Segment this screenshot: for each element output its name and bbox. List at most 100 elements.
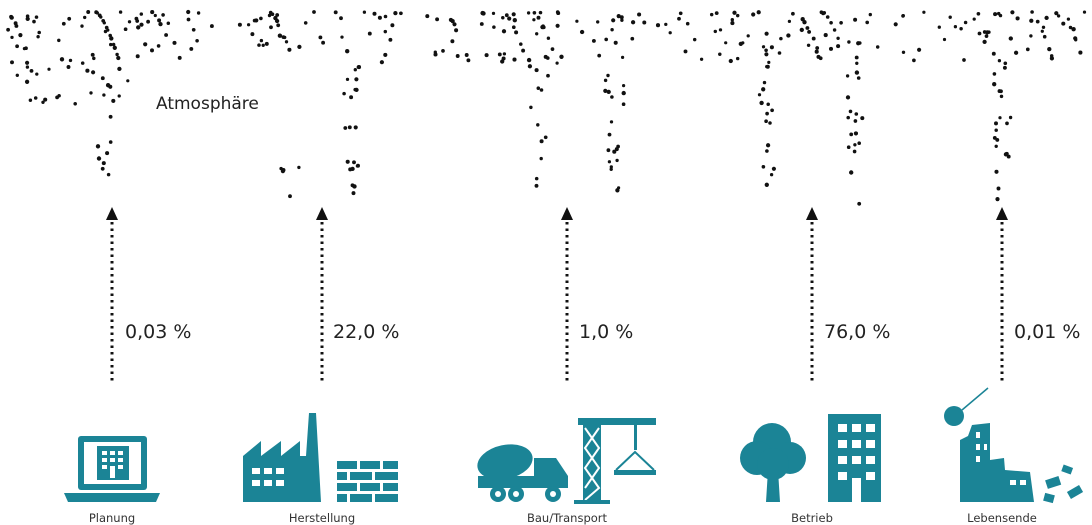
particle-dot <box>100 76 105 81</box>
particle-dot <box>1013 50 1019 55</box>
particle-dot <box>603 78 608 83</box>
particle-dot <box>22 46 27 51</box>
particle-dot <box>765 64 770 69</box>
particle-dot <box>321 40 326 45</box>
particle-dot <box>996 186 1001 191</box>
particle-dot <box>526 57 532 63</box>
particle-dot <box>959 27 963 31</box>
particle-dot <box>318 35 323 40</box>
particle-dot <box>762 80 767 85</box>
particle-dot <box>821 11 825 16</box>
particle-dot <box>164 33 169 37</box>
particle-dot <box>853 143 857 147</box>
particle-dot <box>466 58 471 63</box>
particle-dot <box>730 21 735 26</box>
particle-dot <box>1003 61 1008 66</box>
particle-dot <box>746 34 750 38</box>
particle-dot <box>123 27 128 32</box>
particle-dot <box>502 52 507 56</box>
particle-dot <box>620 18 624 22</box>
particle-dot <box>186 17 191 22</box>
particle-dot <box>109 36 114 41</box>
particle-dot <box>853 119 858 123</box>
particle-dot <box>108 114 113 119</box>
particle-dot <box>269 25 273 30</box>
arrow-bau-transport <box>561 207 573 384</box>
particle-dot <box>143 42 148 47</box>
particle-dot <box>191 27 196 32</box>
particle-dot <box>479 22 484 26</box>
particle-dot <box>994 121 998 126</box>
particle-dot <box>351 191 356 196</box>
particle-dot <box>555 23 560 28</box>
particle-dot <box>277 33 283 38</box>
particle-dot <box>390 23 395 28</box>
particle-dot <box>150 48 154 53</box>
particle-dot <box>761 164 766 169</box>
particle-dot <box>47 67 51 71</box>
particle-dot <box>352 184 357 189</box>
particle-dot <box>994 128 998 132</box>
particle-dot <box>828 46 834 51</box>
particle-dot <box>526 11 531 15</box>
particle-dot <box>452 22 457 27</box>
particle-dot <box>112 45 117 50</box>
particle-dot <box>355 164 360 168</box>
particle-dot <box>1056 14 1061 18</box>
particle-dot <box>425 14 430 19</box>
particle-dot <box>614 147 619 152</box>
particle-dot <box>507 16 512 21</box>
particle-dot <box>999 94 1004 99</box>
particle-dot <box>802 20 807 25</box>
particle-dot <box>630 20 636 25</box>
particle-dot <box>982 39 987 45</box>
particle-dot <box>539 88 544 92</box>
particle-dot <box>67 16 72 21</box>
particle-dot <box>857 201 862 206</box>
particle-dot <box>854 112 859 116</box>
particle-dot <box>109 42 113 47</box>
particle-dot <box>559 54 564 59</box>
particle-dot <box>764 48 768 53</box>
particle-dot <box>845 95 851 100</box>
particle-dot <box>116 55 121 61</box>
particle-dot <box>158 21 163 27</box>
particle-dot <box>28 98 33 102</box>
particle-dot <box>514 30 519 35</box>
particle-dot <box>532 18 536 22</box>
particle-dot <box>135 19 140 23</box>
particle-dot <box>108 84 113 89</box>
particle-dot <box>606 73 610 78</box>
particle-dot <box>111 42 116 47</box>
particle-dot <box>303 21 308 25</box>
particle-dot <box>95 144 101 149</box>
particle-dot <box>115 52 119 57</box>
particle-dot <box>854 55 859 60</box>
particle-dot <box>118 10 123 14</box>
particle-dot <box>532 10 537 15</box>
particle-dot <box>450 39 455 44</box>
particle-dot <box>664 22 668 27</box>
particle-dot <box>454 28 459 33</box>
particle-dot <box>492 25 496 29</box>
particle-dot <box>534 176 539 181</box>
particle-dot <box>484 53 489 58</box>
atmosphere-label: Atmosphäre <box>156 94 259 114</box>
particle-dot <box>511 12 516 17</box>
particle-dot <box>709 12 714 17</box>
particle-dot <box>901 14 905 18</box>
phase-label-lebensende: Lebensende <box>967 511 1037 525</box>
particle-dot <box>356 65 362 70</box>
particle-dot <box>345 159 350 164</box>
particle-dot <box>536 86 541 90</box>
particle-dot <box>893 22 898 27</box>
particle-dot <box>15 73 19 77</box>
particle-dot <box>757 93 762 97</box>
particle-dot <box>856 76 861 80</box>
particle-dot <box>992 82 997 87</box>
particle-dot <box>655 23 661 28</box>
particle-dot <box>765 111 769 116</box>
particle-dot <box>1040 29 1044 33</box>
particle-dot <box>512 18 517 23</box>
particle-dot <box>550 47 555 51</box>
